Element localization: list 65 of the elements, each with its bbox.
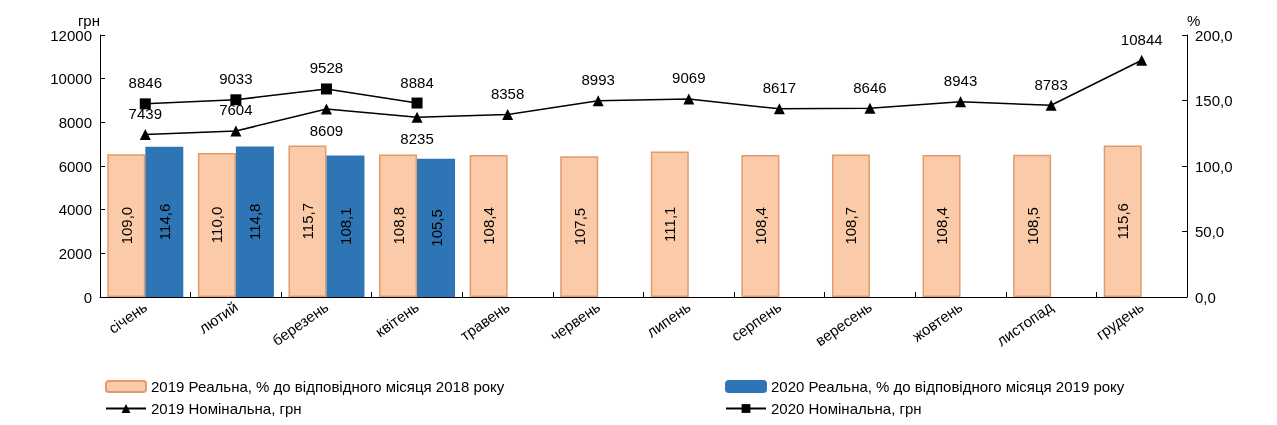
y2-tick-label: 150,0 — [1195, 92, 1233, 109]
data-label: 108,4 — [480, 207, 498, 245]
data-label: 8943 — [943, 72, 978, 90]
data-label: 7439 — [128, 105, 162, 123]
point — [320, 103, 332, 115]
data-label: 8884 — [400, 73, 434, 91]
data-label: 105,5 — [427, 209, 445, 247]
data-label: 108,1 — [336, 207, 354, 245]
point — [864, 102, 876, 114]
data-label: 114,8 — [246, 203, 264, 241]
point — [773, 103, 785, 115]
data-label: 8609 — [309, 121, 344, 139]
point — [1045, 99, 1057, 111]
point — [230, 94, 242, 106]
data-label: 8358 — [490, 85, 525, 103]
data-label: 9033 — [219, 70, 253, 88]
data-label: 108,4 — [933, 207, 951, 245]
data-label: 8783 — [1034, 75, 1068, 93]
data-label: 8235 — [400, 129, 434, 147]
data-label: 8846 — [128, 74, 162, 92]
data-label: 108,4 — [751, 207, 769, 245]
data-label: 109,0 — [117, 206, 135, 245]
y2-tick-label: 200,0 — [1195, 26, 1233, 44]
y-tick-label: 10000 — [50, 70, 92, 88]
data-label: 110,0 — [208, 206, 226, 244]
point — [411, 111, 423, 123]
legend-label: 2020 Реальна, % до відповідного місяця 2019 року — [771, 378, 1125, 395]
point — [592, 95, 604, 107]
point — [139, 98, 151, 110]
data-label: 8993 — [581, 71, 615, 89]
point — [411, 97, 423, 109]
data-label: 108,8 — [389, 206, 407, 245]
point — [683, 93, 695, 105]
y-tick-label: 0 — [83, 288, 92, 306]
point — [502, 109, 514, 121]
point — [230, 125, 242, 137]
data-label: 108,5 — [1023, 207, 1041, 245]
legend-label: 2019 Номінальна, грн — [151, 400, 302, 417]
legend-label: 2020 Номінальна, грн — [771, 400, 922, 417]
y2-tick-label: 0,0 — [1195, 288, 1216, 306]
point — [1136, 54, 1148, 66]
y2-tick-label: 100,0 — [1195, 157, 1233, 175]
data-label: 9069 — [672, 69, 706, 87]
data-label: 8617 — [762, 79, 797, 97]
data-label: 107,5 — [570, 207, 588, 246]
data-label: 8646 — [853, 78, 887, 96]
point — [320, 83, 332, 95]
y-tick-label: 4000 — [58, 201, 92, 219]
data-label: 10844 — [1120, 30, 1163, 48]
y2-tick-label: 50,0 — [1195, 223, 1225, 240]
point — [955, 96, 967, 108]
y2-axis-title: % — [1187, 11, 1201, 29]
y-axis-title: грн — [77, 11, 100, 29]
y-tick-label: 8000 — [58, 113, 92, 131]
data-label: 108,7 — [842, 207, 860, 245]
data-label: 111,1 — [661, 206, 679, 242]
y-tick-label: 2000 — [58, 244, 92, 262]
y-tick-label: 6000 — [58, 157, 92, 175]
legend-label: 2019 Реальна, % до відповідного місяця 2018 року — [151, 378, 505, 395]
point — [139, 129, 151, 141]
data-label: 114,6 — [155, 203, 173, 241]
data-label: 7604 — [219, 101, 253, 119]
data-label: 115,7 — [298, 203, 316, 240]
data-label: 115,6 — [1114, 203, 1132, 240]
data-label: 9528 — [309, 59, 344, 77]
